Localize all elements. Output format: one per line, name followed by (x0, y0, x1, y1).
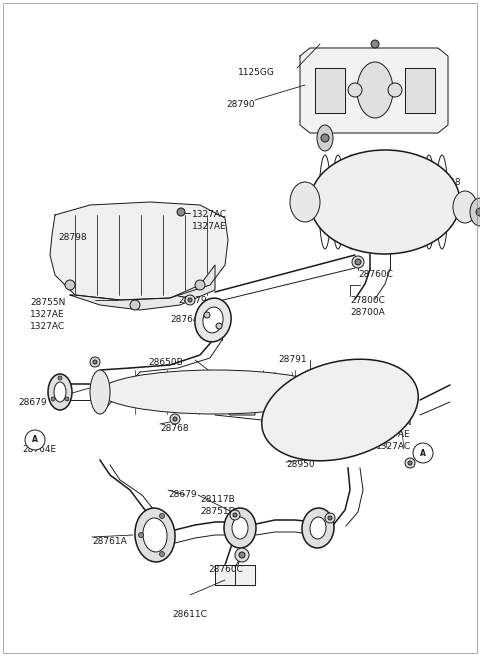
Text: 1327AE: 1327AE (30, 310, 65, 319)
Polygon shape (300, 48, 448, 133)
Ellipse shape (90, 370, 110, 414)
Ellipse shape (48, 374, 72, 410)
Text: A: A (420, 449, 426, 457)
Text: 1327AC: 1327AC (192, 210, 227, 219)
Circle shape (195, 280, 205, 290)
Ellipse shape (357, 62, 393, 118)
Text: 28790: 28790 (227, 100, 255, 109)
Text: 1327AC: 1327AC (376, 442, 411, 451)
Circle shape (371, 40, 379, 48)
Text: 28950: 28950 (286, 460, 314, 469)
Ellipse shape (310, 150, 460, 254)
Circle shape (405, 458, 415, 468)
Ellipse shape (232, 517, 248, 539)
Polygon shape (405, 68, 435, 113)
Text: 28751D: 28751D (200, 507, 236, 516)
Text: 28760C: 28760C (208, 565, 243, 574)
Circle shape (348, 83, 362, 97)
Circle shape (476, 208, 480, 216)
Text: 28755N: 28755N (30, 298, 65, 307)
Text: 28679: 28679 (18, 398, 47, 407)
Text: 28768: 28768 (160, 424, 189, 433)
Text: 28658: 28658 (385, 163, 414, 172)
Polygon shape (215, 565, 255, 585)
Ellipse shape (310, 517, 326, 539)
Text: 28117B: 28117B (200, 495, 235, 504)
Ellipse shape (453, 191, 477, 223)
Polygon shape (50, 202, 228, 300)
Circle shape (130, 300, 140, 310)
Text: A: A (32, 436, 38, 445)
Circle shape (159, 514, 165, 518)
Ellipse shape (224, 508, 256, 548)
Text: 28679: 28679 (305, 530, 334, 539)
Circle shape (408, 461, 412, 465)
Ellipse shape (203, 307, 223, 333)
Circle shape (58, 376, 62, 380)
Circle shape (173, 417, 177, 421)
Circle shape (328, 516, 332, 520)
Ellipse shape (100, 370, 330, 414)
Circle shape (216, 323, 222, 329)
Text: 28760C: 28760C (358, 270, 393, 279)
Circle shape (204, 312, 210, 318)
Circle shape (321, 134, 329, 142)
Circle shape (185, 295, 195, 305)
Ellipse shape (320, 370, 340, 414)
Text: 28761A: 28761A (92, 537, 127, 546)
Ellipse shape (470, 198, 480, 226)
Circle shape (388, 83, 402, 97)
Circle shape (235, 548, 249, 562)
Ellipse shape (54, 382, 66, 402)
Polygon shape (315, 68, 345, 113)
Text: 28764E: 28764E (22, 445, 56, 454)
Text: 28679: 28679 (178, 296, 206, 305)
Text: 1125GG: 1125GG (238, 68, 275, 77)
Circle shape (239, 552, 245, 558)
Text: 28658: 28658 (432, 178, 461, 187)
Ellipse shape (317, 125, 333, 151)
Circle shape (170, 414, 180, 424)
Text: 28798: 28798 (58, 233, 86, 242)
Text: 28650B: 28650B (148, 358, 183, 367)
Ellipse shape (290, 182, 320, 222)
Circle shape (413, 443, 433, 463)
Text: 28791: 28791 (278, 355, 307, 364)
Text: 1327AC: 1327AC (30, 322, 65, 331)
Ellipse shape (195, 298, 231, 342)
Circle shape (325, 513, 335, 523)
Circle shape (230, 510, 240, 520)
Circle shape (177, 208, 185, 216)
Circle shape (25, 430, 45, 450)
Text: 28755N: 28755N (376, 418, 411, 427)
Circle shape (65, 280, 75, 290)
Circle shape (352, 256, 364, 268)
Ellipse shape (262, 359, 418, 461)
Circle shape (65, 397, 69, 401)
Circle shape (139, 533, 144, 537)
Text: 1327AE: 1327AE (192, 222, 227, 231)
Circle shape (159, 552, 165, 556)
Circle shape (90, 357, 100, 367)
Text: 28700A: 28700A (350, 308, 385, 317)
Text: 27800C: 27800C (350, 296, 385, 305)
Polygon shape (70, 265, 215, 310)
Circle shape (93, 360, 97, 364)
Text: 28679: 28679 (168, 490, 197, 499)
Ellipse shape (302, 508, 334, 548)
Text: 28764E: 28764E (170, 315, 204, 324)
Circle shape (188, 298, 192, 302)
Circle shape (233, 513, 237, 517)
Text: 28611C: 28611C (173, 610, 207, 619)
Text: 1327AE: 1327AE (376, 430, 410, 439)
Ellipse shape (135, 508, 175, 562)
Circle shape (355, 259, 361, 265)
Circle shape (51, 397, 55, 401)
Ellipse shape (143, 518, 167, 552)
Polygon shape (215, 385, 255, 415)
